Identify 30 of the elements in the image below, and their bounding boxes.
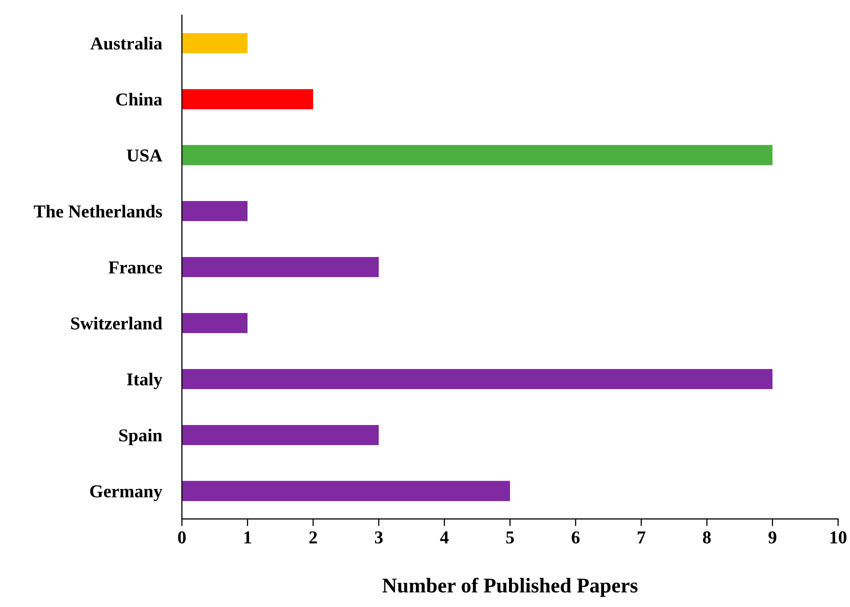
x-tick-label: 6 [572, 531, 580, 544]
x-tick-label: 7 [638, 531, 646, 544]
bar [182, 145, 772, 166]
y-tick-label: Italy [126, 372, 162, 390]
x-tick-label: 4 [440, 531, 449, 544]
x-tick-label: 0 [178, 531, 186, 544]
x-tick-label: 5 [506, 531, 514, 544]
y-tick-label: USA [126, 149, 162, 162]
bar [182, 257, 379, 278]
bar [182, 89, 314, 110]
x-tick-label: 2 [309, 531, 317, 544]
x-tick-label: 9 [768, 531, 776, 544]
y-tick-label: Spain [119, 428, 162, 446]
y-tick-label: Switzerland [71, 316, 162, 330]
bar [182, 480, 510, 502]
y-tick-label: The Netherlands [34, 204, 162, 218]
bar [182, 33, 248, 54]
bar [182, 368, 772, 390]
x-tick-label: 3 [374, 531, 383, 544]
x-tick-label: 1 [244, 531, 252, 544]
x-tick-label: 8 [702, 531, 711, 544]
bar [182, 201, 248, 222]
x-axis-title: Number of Published Papers [382, 578, 638, 597]
y-tick-label: China [116, 92, 162, 106]
y-tick-label: Australia [90, 36, 162, 50]
x-tick-label: 10 [830, 531, 846, 544]
y-tick-label: France [108, 262, 162, 274]
bar [182, 424, 379, 446]
bar [182, 312, 248, 334]
y-tick-label: Germany [90, 485, 162, 502]
